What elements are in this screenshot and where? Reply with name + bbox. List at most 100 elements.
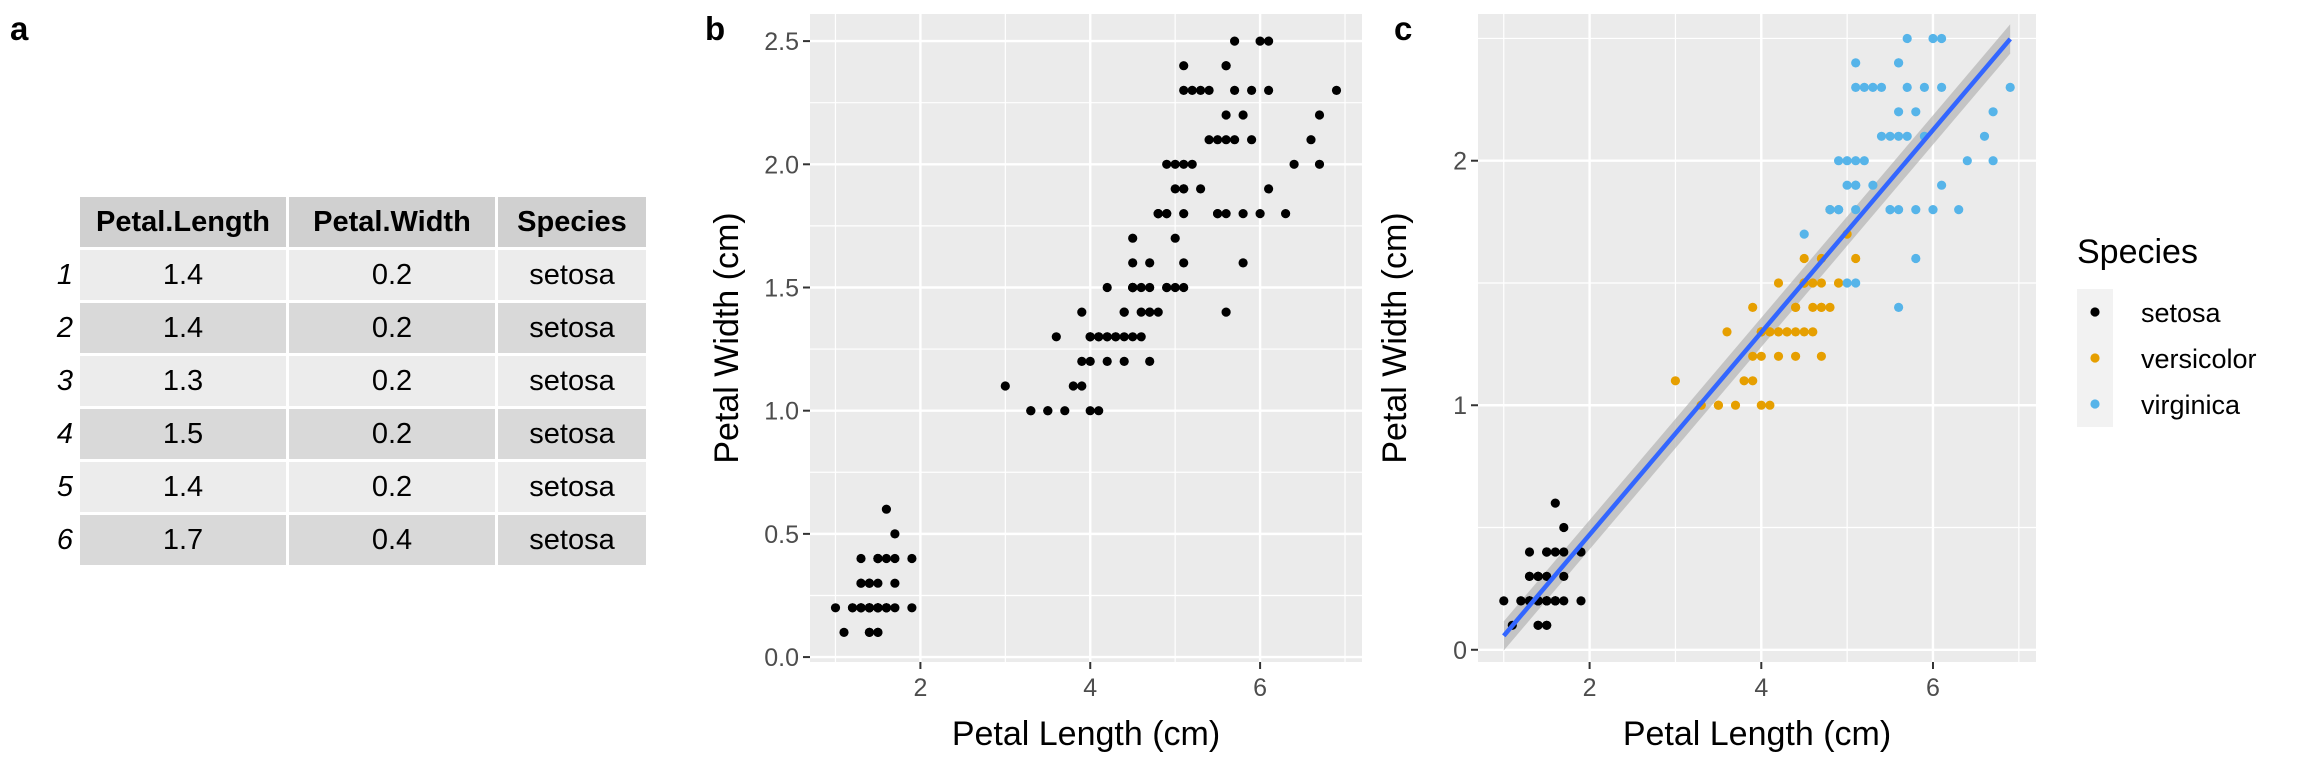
data-point bbox=[873, 578, 883, 588]
data-point bbox=[1162, 282, 1172, 293]
data-point bbox=[1851, 156, 1861, 166]
data-point bbox=[1238, 258, 1248, 268]
data-point bbox=[1773, 278, 1784, 288]
data-point bbox=[1851, 205, 1861, 215]
data-point bbox=[1516, 596, 1526, 606]
data-point bbox=[1868, 82, 1878, 92]
data-point bbox=[1962, 156, 1972, 166]
data-point bbox=[1238, 209, 1248, 219]
row-name: 5 bbox=[56, 470, 73, 503]
table-cell: 1.5 bbox=[80, 409, 286, 459]
data-point bbox=[1919, 82, 1929, 92]
data-point bbox=[1068, 381, 1078, 391]
data-point bbox=[1542, 620, 1552, 630]
data-point bbox=[1937, 180, 1947, 190]
table-cell: 0.2 bbox=[289, 250, 495, 300]
data-point bbox=[1885, 205, 1895, 215]
legend-label-virginica: virginica bbox=[2141, 390, 2241, 420]
table-row: 6 1.7 0.4 setosa bbox=[43, 515, 646, 565]
data-point bbox=[1170, 159, 1180, 169]
data-point bbox=[873, 603, 883, 613]
data-point bbox=[1102, 356, 1112, 366]
data-point bbox=[907, 553, 917, 564]
data-point bbox=[881, 603, 892, 613]
data-point bbox=[1894, 107, 1904, 117]
data-point bbox=[1221, 307, 1231, 317]
table-header-row: Petal.Length Petal.Width Species bbox=[43, 197, 646, 247]
data-point bbox=[1196, 85, 1206, 95]
table-cell: setosa bbox=[498, 462, 646, 512]
data-point bbox=[1085, 356, 1095, 366]
series-points bbox=[830, 36, 1342, 638]
data-point bbox=[1533, 620, 1543, 630]
data-point bbox=[856, 553, 866, 564]
data-point bbox=[1179, 258, 1189, 268]
data-point bbox=[881, 504, 892, 514]
series-virginica bbox=[1799, 33, 2015, 312]
data-point bbox=[873, 553, 883, 564]
data-point bbox=[1808, 327, 1818, 337]
data-point bbox=[1842, 156, 1852, 166]
chart-panel-b: 2 4 6 0.0 0.5 1.0 1.5 2.0 2.5 Petal Length (cm) Pe… bbox=[708, 14, 1362, 753]
column-header: Petal.Width bbox=[289, 197, 495, 247]
data-point bbox=[1179, 61, 1189, 71]
data-point bbox=[1988, 156, 1998, 166]
data-point bbox=[1576, 596, 1586, 606]
data-point bbox=[1825, 302, 1835, 312]
data-point bbox=[1799, 253, 1809, 264]
data-point bbox=[1221, 61, 1231, 71]
data-point bbox=[1314, 159, 1325, 169]
data-point bbox=[1306, 135, 1316, 145]
data-point bbox=[2005, 82, 2015, 92]
y-tick-label: 0.5 bbox=[764, 521, 799, 549]
x-tick-label: 4 bbox=[1754, 674, 1768, 702]
data-point bbox=[1713, 400, 1723, 410]
column-header: Petal.Length bbox=[80, 197, 286, 247]
x-axis-title: Petal Length (cm) bbox=[952, 715, 1220, 753]
data-point bbox=[1162, 159, 1172, 169]
data-point bbox=[1670, 376, 1680, 386]
data-point bbox=[1834, 156, 1844, 166]
data-point bbox=[1221, 209, 1231, 219]
data-point bbox=[1196, 184, 1206, 194]
x-tick-label: 6 bbox=[1926, 674, 1940, 702]
data-point bbox=[1894, 205, 1904, 215]
data-point bbox=[1331, 85, 1342, 95]
legend-label-setosa: setosa bbox=[2141, 298, 2222, 328]
row-name: 1 bbox=[56, 258, 73, 291]
data-point bbox=[1499, 596, 1509, 606]
data-point bbox=[1842, 180, 1852, 190]
data-point bbox=[1204, 85, 1214, 95]
data-point bbox=[881, 553, 892, 564]
data-point bbox=[1119, 332, 1129, 342]
data-point bbox=[1247, 85, 1257, 95]
data-point bbox=[1026, 406, 1036, 416]
data-point bbox=[1085, 406, 1095, 416]
row-name: 4 bbox=[56, 417, 73, 450]
data-point bbox=[1979, 131, 1990, 141]
data-point bbox=[1730, 400, 1741, 410]
data-point bbox=[1559, 522, 1569, 533]
x-axis-title: Petal Length (cm) bbox=[1623, 715, 1891, 753]
data-point bbox=[1756, 351, 1766, 361]
data-point bbox=[1808, 278, 1818, 288]
data-point bbox=[1748, 351, 1758, 361]
data-point bbox=[1782, 327, 1792, 337]
data-point bbox=[890, 603, 900, 613]
data-point bbox=[1902, 82, 1912, 92]
y-tick-label: 1.0 bbox=[764, 398, 799, 426]
y-tick-label: 2 bbox=[1453, 148, 1467, 176]
data-point bbox=[1238, 110, 1248, 120]
data-point bbox=[1221, 110, 1231, 120]
table-cell: setosa bbox=[498, 250, 646, 300]
data-point bbox=[1876, 82, 1887, 92]
data-point bbox=[1834, 278, 1844, 288]
table-row: 5 1.4 0.2 setosa bbox=[43, 462, 646, 512]
data-point bbox=[890, 578, 900, 588]
data-point bbox=[1264, 85, 1274, 95]
data-point bbox=[856, 578, 866, 588]
data-point bbox=[1077, 381, 1087, 391]
data-point bbox=[1928, 205, 1938, 215]
data-point bbox=[1179, 282, 1189, 293]
